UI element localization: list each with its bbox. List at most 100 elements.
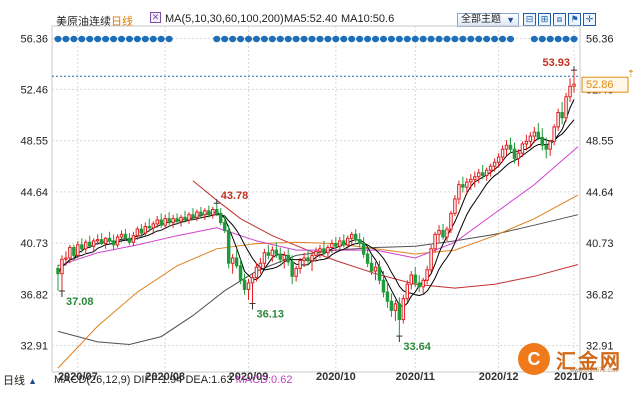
candle-body xyxy=(56,267,60,275)
event-marker xyxy=(109,35,118,43)
annotation-label: 36.13 xyxy=(256,308,284,320)
x-tick-label: 2020/08 xyxy=(145,371,185,383)
watermark-url: www.gold678.com xyxy=(570,368,619,374)
y-tick-label-left: 56.36 xyxy=(20,33,48,45)
candle-body xyxy=(548,140,552,150)
event-marker xyxy=(86,35,94,43)
candle-body xyxy=(298,260,302,269)
candle-body xyxy=(159,219,163,226)
y-tick-label-right: 40.73 xyxy=(586,238,614,250)
event-marker xyxy=(379,35,388,43)
candle-body xyxy=(68,246,72,259)
period-tab[interactable]: 日线 ▲ xyxy=(0,374,49,388)
candle-body xyxy=(488,165,493,171)
event-marker xyxy=(213,35,221,43)
y-tick-label-left: 44.64 xyxy=(20,187,48,199)
event-marker xyxy=(427,35,435,43)
candle-body xyxy=(385,291,390,302)
candle-body xyxy=(568,85,572,98)
candle-body xyxy=(397,303,402,321)
event-marker xyxy=(125,35,134,43)
candle-body xyxy=(393,303,398,311)
candle-body xyxy=(103,237,108,245)
candle-body xyxy=(84,241,88,250)
candle-body xyxy=(465,181,469,188)
candle-body xyxy=(139,228,144,234)
candle-body xyxy=(115,236,120,246)
event-marker xyxy=(443,35,451,43)
candle-body xyxy=(381,279,386,293)
y-tick-label-left: 36.82 xyxy=(20,289,48,301)
event-marker xyxy=(78,35,86,43)
event-marker xyxy=(403,35,411,43)
candle-body xyxy=(107,237,112,242)
watermark: C 汇金网 www.gold678.com xyxy=(518,343,636,377)
candle-body xyxy=(536,131,541,138)
period-selector[interactable]: 日线 xyxy=(111,16,133,28)
candle-body xyxy=(199,211,203,216)
annotation-label: 33.64 xyxy=(403,341,431,353)
candle-body xyxy=(143,226,148,234)
current-price-arrow-icon: ⇡ xyxy=(627,69,635,80)
period-tab-label: 日线 xyxy=(3,375,25,387)
candle-body xyxy=(250,277,255,284)
event-marker xyxy=(459,35,467,43)
candle-body xyxy=(290,261,294,277)
ma-close-icon[interactable]: ✕ xyxy=(150,12,161,23)
candle-body xyxy=(469,178,473,183)
candle-body xyxy=(473,176,477,180)
candle-body xyxy=(278,253,283,260)
event-marker xyxy=(260,35,268,43)
ma5-value: MA5:52.40 xyxy=(284,13,338,25)
x-tick-label: 2020/10 xyxy=(316,371,356,383)
watermark-name: 汇金网 xyxy=(556,351,622,373)
event-marker xyxy=(102,35,110,43)
candle-body xyxy=(318,248,322,252)
candle-body xyxy=(175,218,179,222)
candle-body xyxy=(155,219,159,225)
event-marker xyxy=(117,35,126,43)
ma10-line xyxy=(57,119,575,297)
candle-body xyxy=(226,229,231,264)
candle-body xyxy=(508,144,513,150)
candle-body xyxy=(163,218,167,226)
candle-body xyxy=(266,252,271,256)
candle-body xyxy=(131,235,136,243)
event-marker xyxy=(141,35,149,43)
y-tick-label-left: 40.73 xyxy=(20,238,48,250)
candle-body xyxy=(572,83,576,87)
candle-body xyxy=(60,258,64,275)
candle-body xyxy=(365,253,370,264)
event-marker xyxy=(364,35,372,43)
event-marker xyxy=(491,35,499,43)
event-marker xyxy=(506,35,515,43)
candle-body xyxy=(222,222,227,231)
x-tick-label: 2020/07 xyxy=(58,371,98,383)
dropdown-arrow-icon: ▼ xyxy=(506,15,515,25)
candle-body xyxy=(369,262,374,272)
instrument-title: 美原油连续 xyxy=(56,16,111,28)
candle-body xyxy=(532,131,537,137)
candle-body xyxy=(346,237,350,246)
macd-params: MACD(26,12,9) xyxy=(54,374,131,386)
event-marker xyxy=(498,35,507,43)
candle-body xyxy=(544,144,548,150)
candle-body xyxy=(437,229,441,235)
event-marker xyxy=(292,35,300,43)
annotation-label: 53.93 xyxy=(542,57,570,69)
axes: 56.3656.3652.4652.4648.5548.5544.6444.64… xyxy=(20,33,635,383)
candle-body xyxy=(334,243,338,247)
event-marker xyxy=(236,35,245,43)
event-marker xyxy=(276,35,284,43)
candle-body xyxy=(306,257,310,262)
x-tick-label: 2021/01 xyxy=(554,371,594,383)
event-marker xyxy=(546,35,554,43)
candle-body xyxy=(560,112,564,119)
crosshair-icon[interactable]: ✛ xyxy=(583,13,596,26)
candle-body xyxy=(230,257,235,264)
candle-body xyxy=(191,214,195,218)
ma-params: MA(5,10,30,60,100,200) xyxy=(165,13,284,25)
event-marker xyxy=(467,35,475,43)
y-tick-label-left: 48.55 xyxy=(20,136,48,148)
